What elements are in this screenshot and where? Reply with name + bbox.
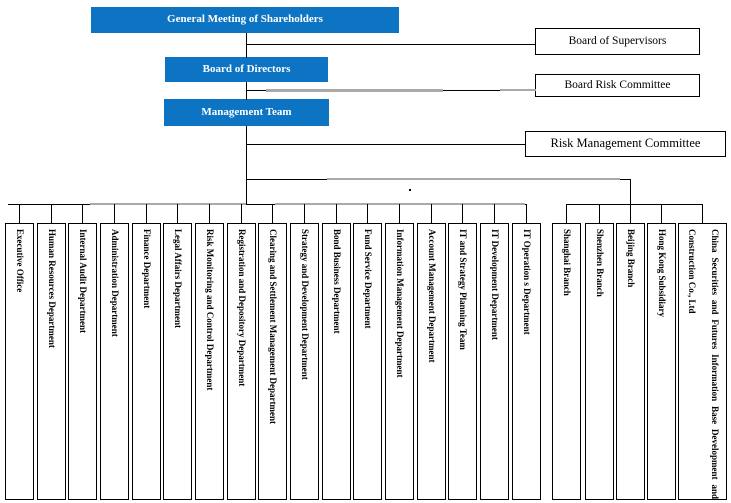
dept-box-it-and-strategy-planning-team: IT and Strategy Planning Team	[448, 223, 477, 500]
dept-box-beijing-branch: Beijing Branch	[616, 223, 645, 500]
dept-box-fund-service-department: Fund Service Department	[353, 223, 382, 500]
node-management-team: Management Team	[164, 99, 329, 126]
node-board-of-directors: Board of Directors	[165, 57, 328, 82]
dept-box-strategy-and-development-department: Strategy and Development Department	[290, 223, 319, 500]
dept-box-hong-kong-subsidiary: Hong Kong Subsidiary	[647, 223, 676, 500]
dept-box-china-securities-and-futures-information-base-development-and-construction-co-ltd: China Securities and Futures Information…	[678, 223, 727, 500]
stray-dot-artifact	[409, 189, 411, 191]
dept-box-administration-department: Administration Department	[100, 223, 129, 500]
connector-right-branch-vertical	[630, 179, 631, 205]
connector-drop-executive-office	[19, 204, 20, 223]
node-risk-management-committee: Risk Management Committee	[525, 131, 726, 157]
dept-box-information-management-department: Information Management Department	[385, 223, 414, 500]
dept-box-executive-office: Executive Office	[5, 223, 34, 500]
connector-drop-it-and-strategy-planning-team	[462, 204, 463, 223]
connector-drop-fund-service-department	[367, 204, 368, 223]
connector-drop-administration-department	[114, 204, 115, 223]
connector-drop-it-operation-s-department	[526, 204, 527, 223]
connector-drop-shenzhen-branch	[599, 204, 600, 223]
node-general-meeting-of-shareholders: General Meeting of Shareholders	[91, 7, 399, 33]
connector-spine-bod-mt	[246, 82, 247, 100]
connector-spine-gms-bod	[246, 33, 247, 58]
dept-box-shanghai-branch: Shanghai Branch	[552, 223, 581, 500]
dept-box-it-development-department: IT Development Department	[480, 223, 509, 500]
connector-gray-segment-bus-left-1	[90, 203, 246, 205]
dept-box-bond-business-department: Bond Business Department	[322, 223, 351, 500]
connector-drop-risk-monitoring-and-control-department	[209, 204, 210, 223]
connector-drop-strategy-and-development-department	[304, 204, 305, 223]
connector-drop-legal-affairs-department	[177, 204, 178, 223]
connector-drop-account-management-department	[431, 204, 432, 223]
dept-box-finance-department: Finance Department	[132, 223, 161, 500]
connector-drop-finance-department	[146, 204, 147, 223]
dept-box-risk-monitoring-and-control-department: Risk Monitoring and Control Department	[195, 223, 224, 500]
dept-box-legal-affairs-department: Legal Affairs Department	[163, 223, 192, 500]
connector-bus-left	[8, 204, 527, 205]
connector-drop-human-resources-department	[51, 204, 52, 223]
connector-drop-bond-business-department	[336, 204, 337, 223]
connector-gray-segment-bus-left-2	[275, 203, 525, 205]
connector-drop-registration-and-depository-department	[241, 204, 242, 223]
connector-to-risk-management-committee	[246, 144, 526, 145]
dept-box-account-management-department: Account Management Department	[417, 223, 446, 500]
connector-to-board-of-supervisors	[246, 44, 536, 45]
dept-box-registration-and-depository-department: Registration and Depository Department	[227, 223, 256, 500]
connector-gray-segment-brc-1	[266, 89, 443, 92]
connector-spine-mt-bus	[246, 126, 247, 205]
dept-box-internal-audit-department: Internal Audit Department	[68, 223, 97, 500]
dept-box-shenzhen-branch: Shenzhen Branch	[585, 223, 614, 500]
connector-drop-hong-kong-subsidiary	[661, 204, 662, 223]
connector-drop-shanghai-branch	[566, 204, 567, 223]
dept-box-it-operation-s-department: IT Operation s Department	[512, 223, 541, 500]
node-board-of-supervisors: Board of Supervisors	[535, 28, 700, 55]
dept-box-clearing-and-settlement-management-department: Clearing and Settlement Management Depar…	[258, 223, 287, 500]
connector-drop-internal-audit-department	[82, 204, 83, 223]
node-board-risk-committee: Board Risk Committee	[535, 74, 700, 97]
connector-drop-it-development-department	[494, 204, 495, 223]
connector-drop-china-securities-and-futures-information-base-development-and-construction-co-ltd	[702, 204, 703, 223]
connector-drop-information-management-department	[399, 204, 400, 223]
connector-gray-segment-right	[327, 178, 620, 180]
connector-bus-right	[566, 204, 702, 205]
dept-box-human-resources-department: Human Resources Department	[37, 223, 66, 500]
connector-drop-beijing-branch	[630, 204, 631, 223]
connector-drop-clearing-and-settlement-management-department	[272, 204, 273, 223]
connector-gray-segment-brc-2	[500, 89, 536, 91]
